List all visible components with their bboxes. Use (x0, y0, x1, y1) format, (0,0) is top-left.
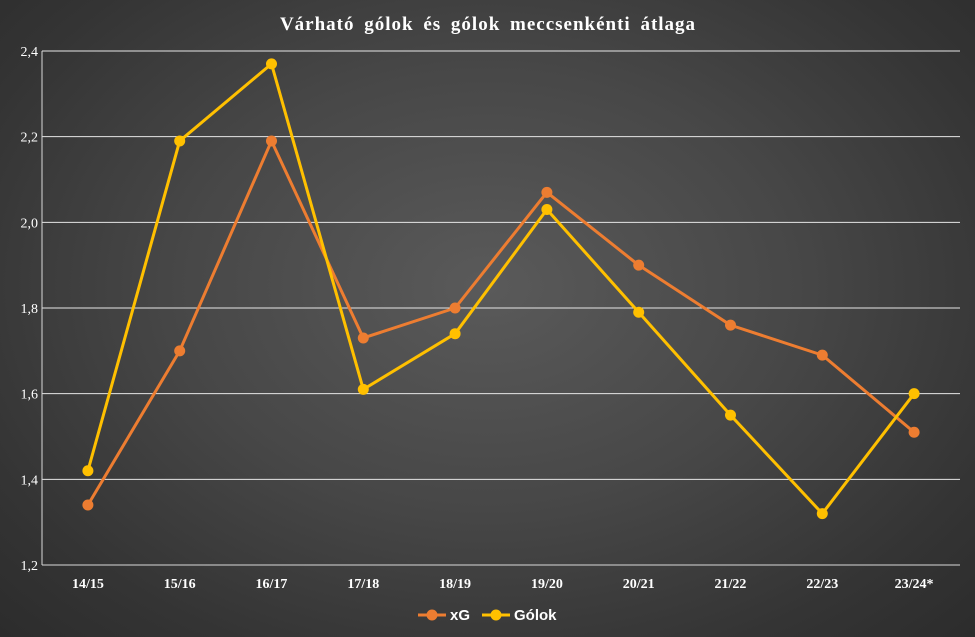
data-point (266, 58, 277, 70)
series-line (86, 62, 916, 516)
data-point (449, 302, 461, 314)
legend-item: Gólok (482, 607, 557, 624)
data-point (908, 388, 920, 400)
y-tick-label: 2,0 (21, 216, 39, 231)
y-tick-label: 1,4 (21, 473, 39, 488)
data-point (174, 345, 186, 357)
y-tick-label: 1,2 (21, 559, 39, 574)
y-tick-labels: 1,2 1,4 1,6 1,8 2,0 2,2 2,4 (21, 45, 39, 574)
x-tick-label: 23/24* (895, 577, 934, 592)
data-point (908, 426, 920, 438)
x-tick-label: 21/22 (715, 577, 747, 592)
x-tick-label: 20/21 (623, 577, 655, 592)
legend: xG Gólok (418, 607, 557, 624)
data-point (357, 332, 369, 344)
y-tick-label: 1,6 (21, 388, 39, 403)
data-point (725, 319, 736, 331)
data-point (725, 409, 736, 421)
axes (41, 51, 960, 566)
data-point (82, 465, 94, 477)
x-tick-label: 15/16 (164, 577, 196, 592)
y-tick-label: 2,4 (21, 45, 39, 60)
x-tick-labels: 14/15 15/16 16/17 17/18 18/19 19/20 20/21 21/22… (72, 577, 934, 592)
data-point (541, 203, 553, 215)
chart-title: Várható gólok és gólok meccsenkénti átla… (280, 14, 696, 35)
gridlines (42, 50, 960, 480)
legend-swatch-marker (490, 609, 502, 621)
series-line (86, 139, 916, 506)
data-point (449, 328, 461, 340)
x-tick-label: 18/19 (439, 577, 471, 592)
legend-item: xG (418, 607, 470, 624)
x-tick-label: 16/17 (256, 577, 288, 592)
data-point (633, 306, 645, 318)
x-tick-label: 17/18 (347, 577, 379, 592)
data-point (816, 349, 828, 361)
x-tick-label: 22/23 (806, 577, 838, 592)
data-point (357, 383, 369, 395)
x-tick-label: 19/20 (531, 577, 563, 592)
data-point (266, 135, 277, 147)
legend-label: xG (450, 607, 470, 624)
x-tick-label: 14/15 (72, 577, 104, 592)
y-tick-label: 2,2 (21, 131, 39, 146)
series-gólok (82, 58, 920, 520)
series-lines (82, 58, 920, 520)
legend-label: Gólok (514, 607, 557, 624)
data-point (816, 508, 828, 520)
data-point (82, 499, 94, 511)
legend-swatch-marker (426, 609, 438, 621)
data-point (633, 259, 645, 271)
series-xg (82, 135, 920, 511)
y-tick-label: 1,8 (21, 302, 39, 317)
data-point (541, 186, 553, 198)
data-point (174, 135, 186, 147)
